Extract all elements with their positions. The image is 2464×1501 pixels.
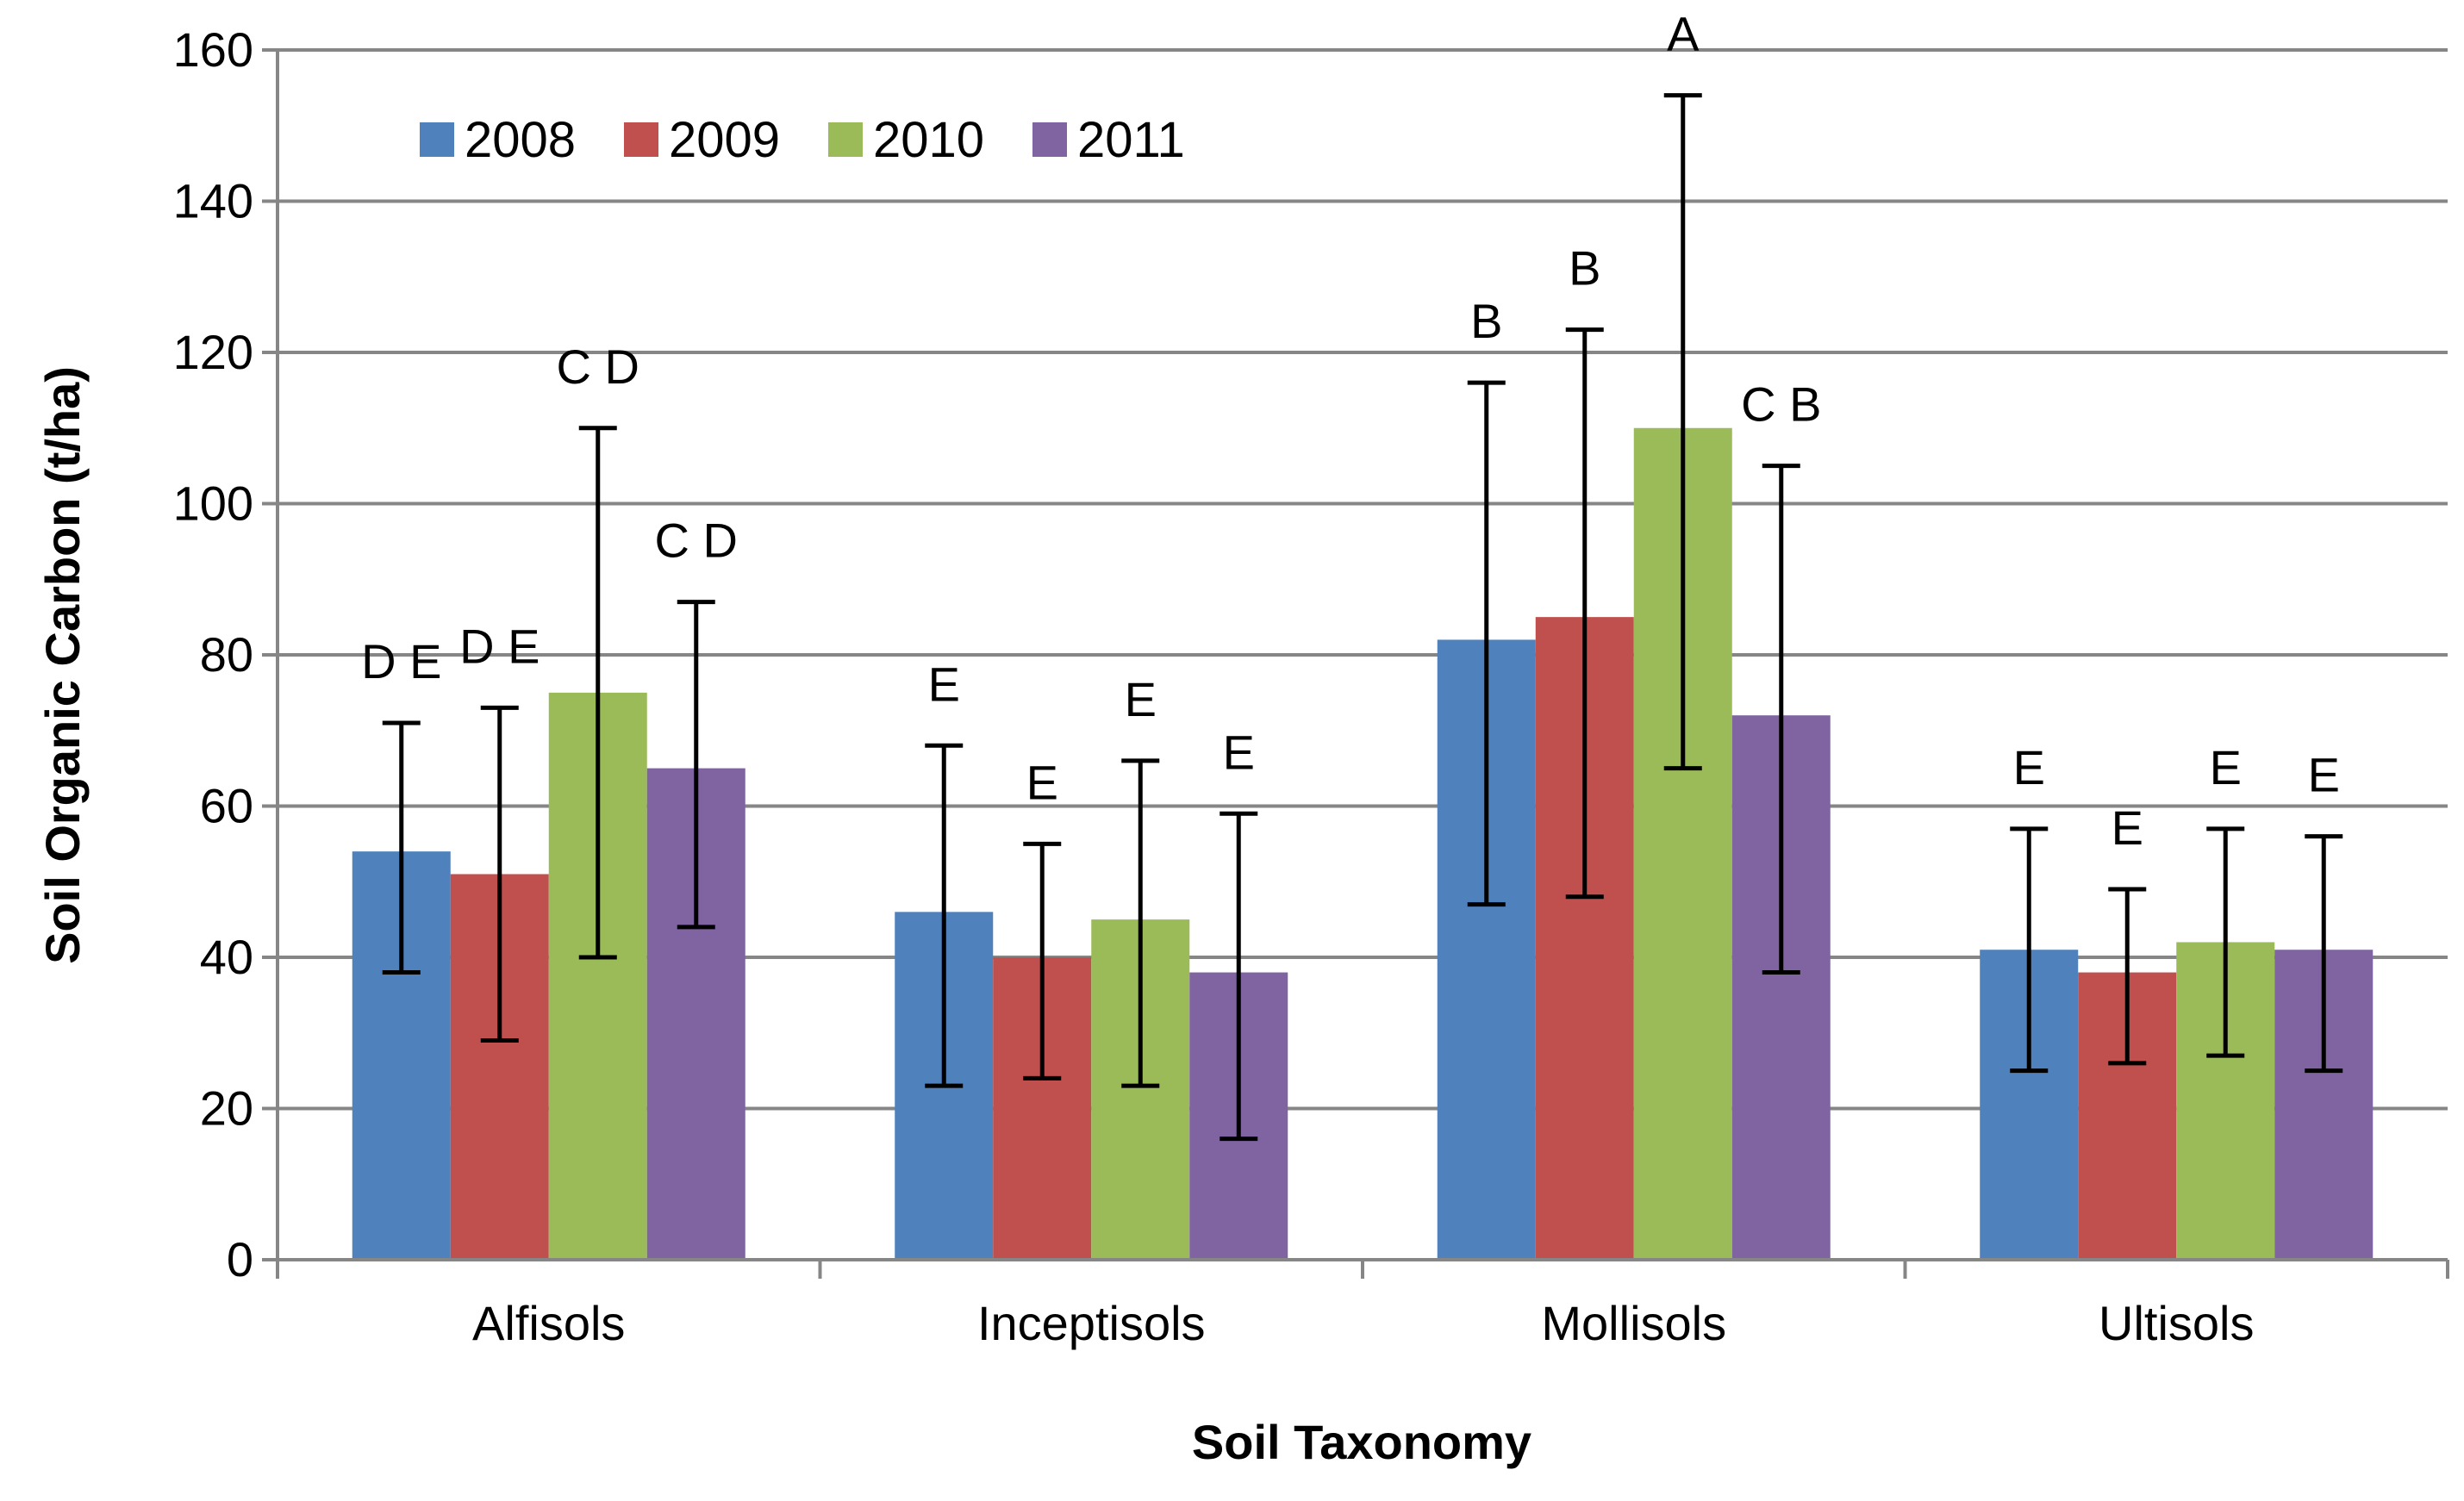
significance-letters: D E D E C D C D E E E E B B A C B E E E E bbox=[361, 7, 2340, 855]
x-category-label: Inceptisols bbox=[977, 1296, 1206, 1350]
significance-letter: B bbox=[1569, 241, 1600, 296]
significance-letter: E bbox=[928, 657, 960, 711]
significance-letter: C D bbox=[655, 514, 738, 568]
significance-letter: E bbox=[2112, 800, 2143, 855]
x-category-labels: Alfisols Inceptisols Mollisols Ultisols bbox=[472, 1296, 2254, 1350]
legend-label-2011: 2011 bbox=[1077, 112, 1185, 168]
axes bbox=[262, 48, 2449, 1279]
legend-swatch-2008 bbox=[420, 122, 454, 157]
x-category-label: Ultisols bbox=[2099, 1296, 2254, 1350]
y-tick-label: 100 bbox=[173, 476, 253, 531]
x-axis-title: Soil Taxonomy bbox=[1192, 1415, 1531, 1469]
y-axis-title: Soil Organic Carbon (t/ha) bbox=[35, 366, 90, 964]
y-tick-label: 0 bbox=[227, 1232, 253, 1286]
y-tick-label: 60 bbox=[200, 779, 253, 833]
legend-label-2010: 2010 bbox=[873, 112, 984, 168]
significance-letter: B bbox=[1470, 294, 1502, 348]
y-tick-label: 140 bbox=[173, 174, 253, 228]
legend-swatch-2010 bbox=[828, 122, 863, 157]
y-tick-label: 160 bbox=[173, 22, 253, 77]
significance-letter: C B bbox=[1741, 377, 1821, 432]
significance-letter: E bbox=[1223, 725, 1255, 779]
y-tick-label: 120 bbox=[173, 325, 253, 379]
significance-letter: C D bbox=[557, 339, 639, 394]
error-bars bbox=[382, 93, 2343, 1142]
y-tick-label: 40 bbox=[200, 930, 253, 984]
significance-letter: E bbox=[1026, 755, 1058, 809]
legend-swatch-2009 bbox=[624, 122, 658, 157]
y-tick-labels: 0 20 40 60 80 100 120 140 160 bbox=[173, 22, 253, 1286]
legend-swatch-2011 bbox=[1032, 122, 1067, 157]
y-tick-label: 80 bbox=[200, 627, 253, 682]
legend-label-2008: 2008 bbox=[465, 112, 576, 168]
bars bbox=[352, 427, 2374, 1260]
legend-label-2009: 2009 bbox=[669, 112, 780, 168]
significance-letter: D E bbox=[459, 619, 540, 673]
significance-letter: A bbox=[1667, 7, 1700, 61]
significance-letter: E bbox=[1125, 672, 1157, 726]
significance-letter: E bbox=[2308, 748, 2340, 802]
legend: 2008 2009 2010 2011 bbox=[420, 112, 1185, 168]
y-tick-label: 20 bbox=[200, 1081, 253, 1136]
significance-letter: E bbox=[2210, 740, 2242, 794]
x-category-label: Alfisols bbox=[472, 1296, 625, 1350]
x-category-label: Mollisols bbox=[1541, 1296, 1726, 1350]
significance-letter: E bbox=[2013, 740, 2045, 794]
significance-letter: D E bbox=[361, 634, 441, 688]
